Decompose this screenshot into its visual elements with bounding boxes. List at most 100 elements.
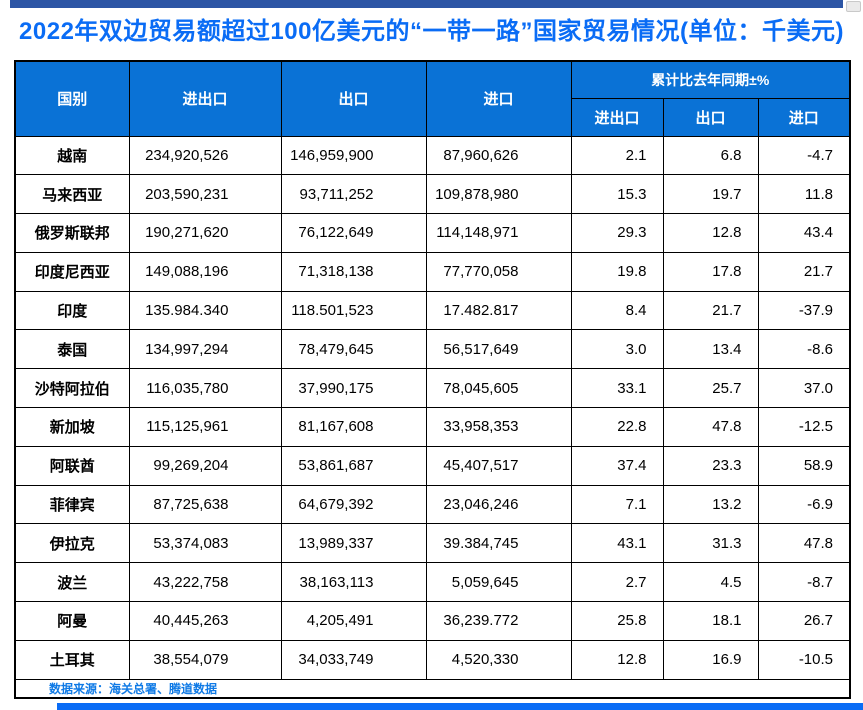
cell-export: 118.501,523	[280, 290, 427, 331]
window-top-edge-bar	[10, 0, 843, 8]
cell-import: 33,958,353	[425, 407, 572, 447]
col-header-yoy-group: 累计比去年同期±%	[570, 60, 851, 99]
cell-yoy-total: 2.7	[570, 562, 664, 603]
cell-yoy-total: 25.8	[570, 601, 664, 641]
col-header-export: 出口	[280, 60, 427, 137]
table-row: 菲律宾 87,725,638 64,679,392 23,046,246 7.1 13.2…	[14, 484, 851, 525]
cell-import: 87,960,626	[425, 135, 572, 176]
col-header-yoy-import: 进口	[757, 97, 851, 137]
cell-total: 99,269,204	[128, 445, 282, 486]
cell-yoy-import: 37.0	[757, 368, 851, 409]
cell-country: 泰国	[14, 329, 130, 370]
cell-yoy-import: 21.7	[757, 251, 851, 292]
cell-export: 13,989,337	[280, 523, 427, 564]
cell-export: 71,318,138	[280, 251, 427, 292]
cell-total: 203,590,231	[128, 174, 282, 215]
cell-yoy-export: 31.3	[662, 523, 759, 564]
cell-total: 43,222,758	[128, 562, 282, 603]
window-bottom-edge-bar	[57, 703, 863, 710]
cell-yoy-import: -37.9	[757, 290, 851, 331]
cell-yoy-import: 58.9	[757, 445, 851, 486]
cell-import: 45,407,517	[425, 445, 572, 486]
scrollbar-thumb[interactable]	[846, 1, 861, 12]
cell-yoy-import: -10.5	[757, 639, 851, 680]
cell-country: 阿联酋	[14, 445, 130, 486]
table-row: 俄罗斯联邦 190,271,620 76,122,649 114,148,971 29.…	[14, 213, 851, 253]
cell-yoy-total: 8.4	[570, 290, 664, 331]
cell-import: 56,517,649	[425, 329, 572, 370]
cell-country: 菲律宾	[14, 484, 130, 525]
cell-yoy-import: 43.4	[757, 213, 851, 253]
cell-yoy-total: 3.0	[570, 329, 664, 370]
cell-yoy-export: 13.4	[662, 329, 759, 370]
cell-export: 53,861,687	[280, 445, 427, 486]
cell-country: 马来西亚	[14, 174, 130, 215]
cell-country: 越南	[14, 135, 130, 176]
cell-country: 印度	[14, 290, 130, 331]
cell-yoy-export: 18.1	[662, 601, 759, 641]
cell-country: 沙特阿拉伯	[14, 368, 130, 409]
cell-country: 伊拉克	[14, 523, 130, 564]
cell-total: 234,920,526	[128, 135, 282, 176]
cell-import: 17.482.817	[425, 290, 572, 331]
cell-export: 38,163,113	[280, 562, 427, 603]
cell-total: 53,374,083	[128, 523, 282, 564]
cell-export: 64,679,392	[280, 484, 427, 525]
cell-export: 4,205,491	[280, 601, 427, 641]
cell-country: 波兰	[14, 562, 130, 603]
col-header-total: 进出口	[128, 60, 282, 137]
table-row: 印度尼西亚 149,088,196 71,318,138 77,770,058 19.8…	[14, 251, 851, 292]
cell-yoy-import: -4.7	[757, 135, 851, 176]
cell-yoy-total: 7.1	[570, 484, 664, 525]
cell-yoy-export: 19.7	[662, 174, 759, 215]
trade-table: 国别 进出口 出口 进口 累计比去年同期±% 进出口 出口 进口 越南 234,9…	[14, 60, 852, 700]
cell-total: 38,554,079	[128, 639, 282, 680]
cell-yoy-total: 37.4	[570, 445, 664, 486]
table-row: 土耳其 38,554,079 34,033,749 4,520,330 12.8 16.9…	[14, 639, 851, 680]
table-row: 波兰 43,222,758 38,163,113 5,059,645 2.7 4.5 -8.…	[14, 562, 851, 603]
cell-total: 134,997,294	[128, 329, 282, 370]
cell-yoy-export: 21.7	[662, 290, 759, 331]
cell-yoy-export: 6.8	[662, 135, 759, 176]
cell-total: 149,088,196	[128, 251, 282, 292]
cell-import: 77,770,058	[425, 251, 572, 292]
table-row: 马来西亚 203,590,231 93,711,252 109,878,980 15.3…	[14, 174, 851, 215]
cell-import: 5,059,645	[425, 562, 572, 603]
table-row: 阿曼 40,445,263 4,205,491 36,239.772 25.8 18.1 2…	[14, 601, 851, 641]
cell-export: 37,990,175	[280, 368, 427, 409]
cell-country: 土耳其	[14, 639, 130, 680]
cell-yoy-total: 43.1	[570, 523, 664, 564]
cell-export: 76,122,649	[280, 213, 427, 253]
cell-yoy-export: 23.3	[662, 445, 759, 486]
cell-yoy-total: 19.8	[570, 251, 664, 292]
col-header-import: 进口	[425, 60, 572, 137]
cell-export: 81,167,608	[280, 407, 427, 447]
cell-total: 116,035,780	[128, 368, 282, 409]
cell-import: 4,520,330	[425, 639, 572, 680]
cell-yoy-export: 12.8	[662, 213, 759, 253]
cell-country: 印度尼西亚	[14, 251, 130, 292]
cell-country: 新加坡	[14, 407, 130, 447]
cell-total: 135.984.340	[128, 290, 282, 331]
table-row: 泰国 134,997,294 78,479,645 56,517,649 3.0 13.4…	[14, 329, 851, 370]
col-header-yoy-export: 出口	[662, 97, 759, 137]
data-source-note: 数据来源：海关总署、腾道数据	[14, 678, 851, 699]
page-title: 2022年双边贸易额超过100亿美元的“一带一路”国家贸易情况(单位：千美元)	[19, 18, 844, 45]
cell-yoy-total: 33.1	[570, 368, 664, 409]
table-row: 沙特阿拉伯 116,035,780 37,990,175 78,045,605 33.1…	[14, 368, 851, 409]
cell-yoy-import: -6.9	[757, 484, 851, 525]
cell-import: 23,046,246	[425, 484, 572, 525]
cell-yoy-total: 2.1	[570, 135, 664, 176]
table-row: 印度 135.984.340 118.501,523 17.482.817 8.4 21.…	[14, 290, 851, 331]
table-row: 越南 234,920,526 146,959,900 87,960,626 2.1 6.8…	[14, 135, 851, 176]
cell-yoy-export: 47.8	[662, 407, 759, 447]
cell-yoy-import: 26.7	[757, 601, 851, 641]
table-header: 国别 进出口 出口 进口 累计比去年同期±% 进出口 出口 进口	[14, 60, 851, 137]
cell-yoy-total: 29.3	[570, 213, 664, 253]
cell-yoy-export: 17.8	[662, 251, 759, 292]
cell-yoy-import: -8.6	[757, 329, 851, 370]
cell-import: 36,239.772	[425, 601, 572, 641]
cell-yoy-export: 4.5	[662, 562, 759, 603]
cell-yoy-total: 12.8	[570, 639, 664, 680]
